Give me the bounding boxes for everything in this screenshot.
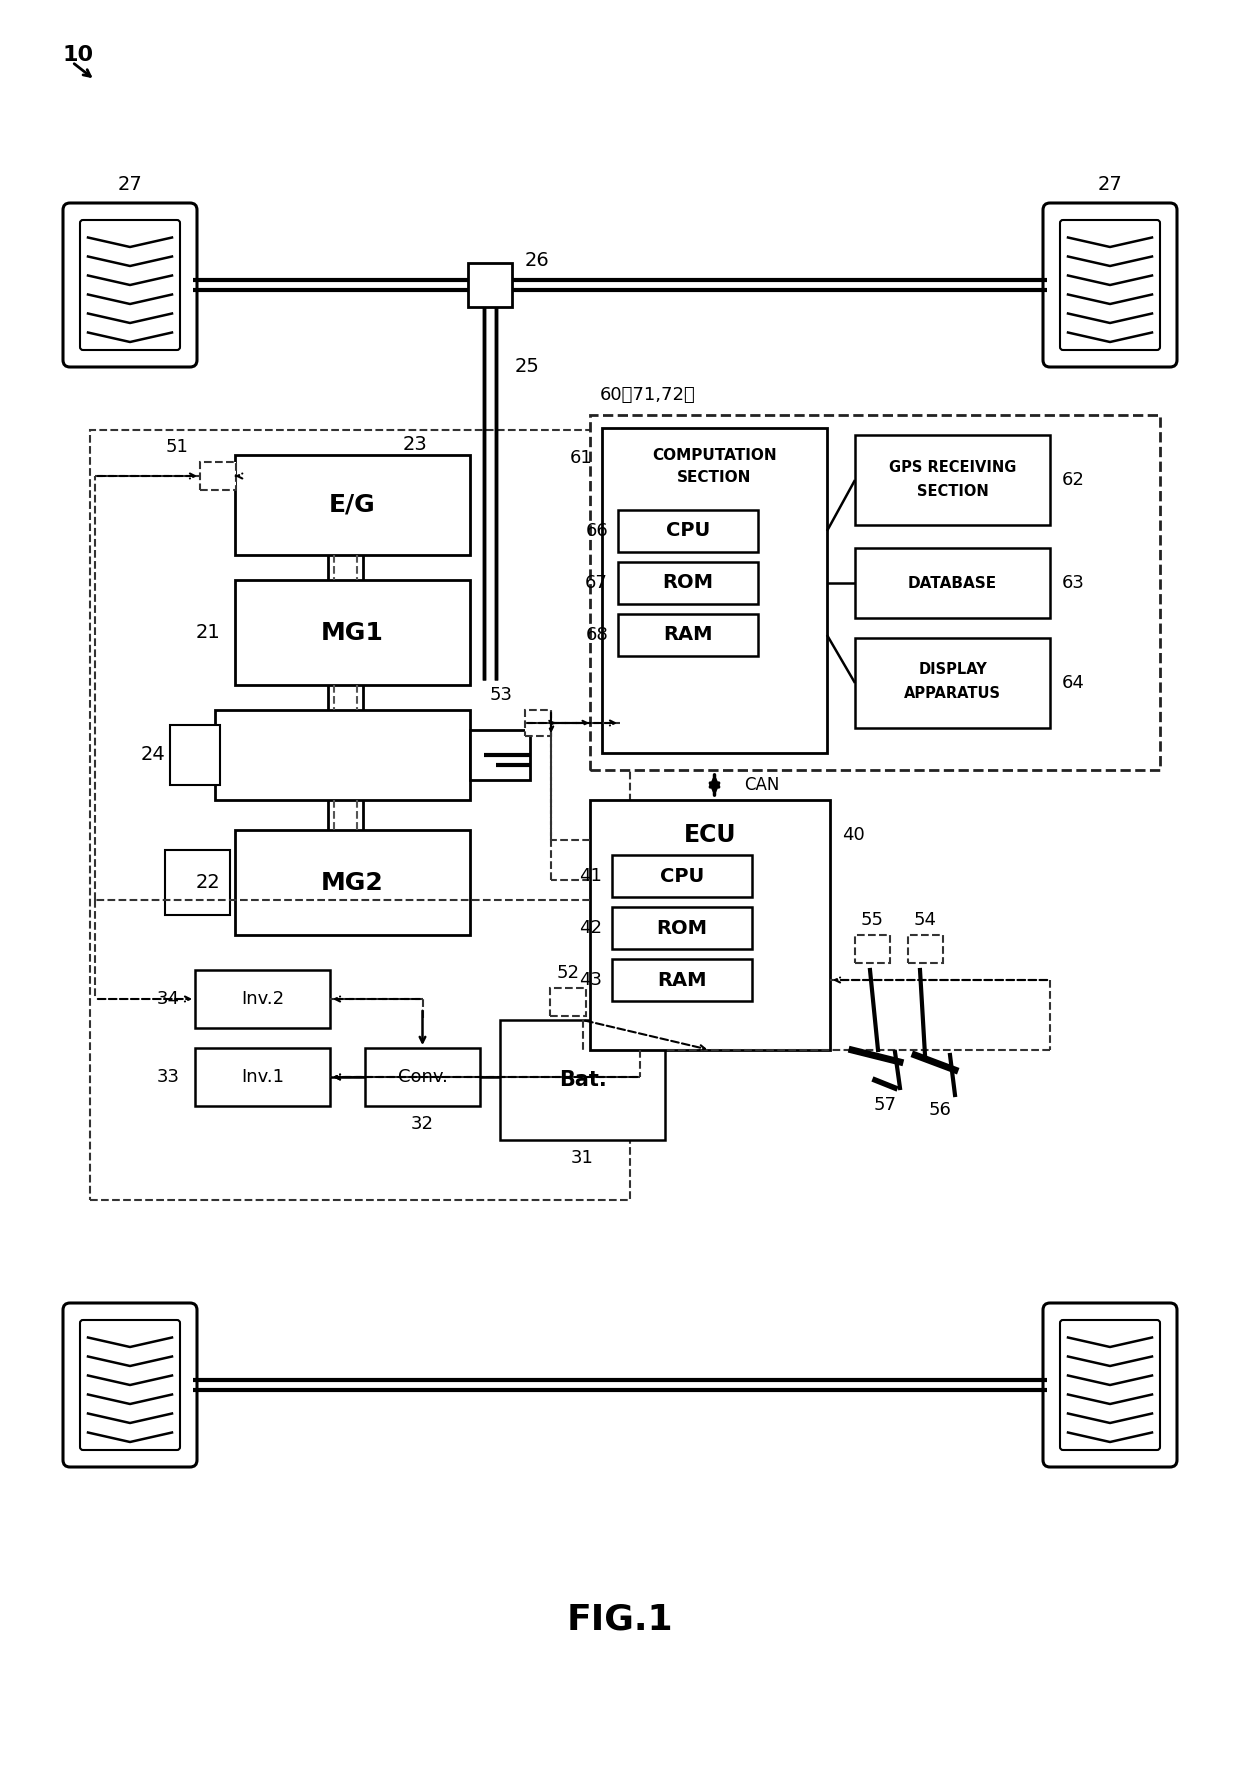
Text: Bat.: Bat. xyxy=(559,1069,606,1090)
Bar xyxy=(601,427,827,754)
Text: 32: 32 xyxy=(410,1115,434,1133)
Bar xyxy=(908,934,942,963)
Bar xyxy=(856,934,890,963)
Text: Inv.2: Inv.2 xyxy=(241,989,284,1009)
Text: ROM: ROM xyxy=(662,573,713,592)
Text: 10: 10 xyxy=(62,44,93,66)
Bar xyxy=(165,849,229,915)
Text: MG2: MG2 xyxy=(321,871,384,895)
Text: 34: 34 xyxy=(157,989,180,1009)
Text: 42: 42 xyxy=(579,918,601,936)
Bar xyxy=(590,415,1159,769)
Bar xyxy=(200,463,236,489)
Text: 22: 22 xyxy=(195,872,219,892)
Bar xyxy=(91,431,630,1200)
Bar xyxy=(613,855,751,897)
Text: 61: 61 xyxy=(569,449,591,466)
Bar xyxy=(195,970,330,1028)
Bar xyxy=(467,262,512,307)
Text: SECTION: SECTION xyxy=(916,484,988,498)
Text: Inv.1: Inv.1 xyxy=(241,1067,284,1087)
Text: 62: 62 xyxy=(1061,472,1085,489)
Text: 26: 26 xyxy=(525,250,549,269)
Text: 51: 51 xyxy=(165,438,188,456)
Text: SECTION: SECTION xyxy=(677,470,751,486)
Bar xyxy=(170,725,219,785)
FancyBboxPatch shape xyxy=(81,1321,180,1450)
Bar xyxy=(365,1048,480,1106)
Text: FIG.1: FIG.1 xyxy=(567,1603,673,1636)
Text: 63: 63 xyxy=(1061,574,1085,592)
Bar xyxy=(195,1048,330,1106)
Text: 21: 21 xyxy=(195,622,219,642)
Bar xyxy=(613,908,751,949)
Text: CAN: CAN xyxy=(744,777,780,794)
Text: 25: 25 xyxy=(515,358,539,376)
Text: 66: 66 xyxy=(585,521,608,541)
FancyBboxPatch shape xyxy=(81,220,180,349)
Bar xyxy=(236,456,470,555)
Text: COMPUTATION: COMPUTATION xyxy=(652,449,776,463)
FancyBboxPatch shape xyxy=(1060,220,1159,349)
Text: 27: 27 xyxy=(1097,176,1122,195)
Text: MG1: MG1 xyxy=(321,621,384,645)
Text: 40: 40 xyxy=(842,826,864,844)
FancyBboxPatch shape xyxy=(63,202,197,367)
Bar xyxy=(236,580,470,684)
FancyBboxPatch shape xyxy=(1043,202,1177,367)
Text: 55: 55 xyxy=(861,911,884,929)
Text: 33: 33 xyxy=(157,1067,180,1087)
Bar xyxy=(618,613,758,656)
Text: 54: 54 xyxy=(914,911,936,929)
Text: E/G: E/G xyxy=(329,493,376,518)
Text: 53: 53 xyxy=(490,686,513,704)
Text: ECU: ECU xyxy=(683,823,737,847)
Text: Conv.: Conv. xyxy=(398,1067,448,1087)
Text: 27: 27 xyxy=(118,176,143,195)
FancyBboxPatch shape xyxy=(1060,1321,1159,1450)
Text: APPARATUS: APPARATUS xyxy=(904,686,1001,702)
FancyBboxPatch shape xyxy=(63,1303,197,1466)
Text: DATABASE: DATABASE xyxy=(908,576,997,590)
Text: DISPLAY: DISPLAY xyxy=(918,663,987,677)
FancyBboxPatch shape xyxy=(1043,1303,1177,1466)
Bar xyxy=(500,1019,665,1140)
Text: 31: 31 xyxy=(572,1149,594,1167)
Bar xyxy=(525,709,551,736)
Bar xyxy=(618,562,758,605)
Text: CPU: CPU xyxy=(660,867,704,885)
Bar xyxy=(590,800,830,1050)
Bar xyxy=(236,830,470,934)
Text: 52: 52 xyxy=(557,965,579,982)
Text: GPS RECEIVING: GPS RECEIVING xyxy=(889,459,1017,475)
Text: 68: 68 xyxy=(585,626,608,644)
Bar xyxy=(856,548,1050,619)
Text: 41: 41 xyxy=(579,867,601,885)
Bar xyxy=(856,434,1050,525)
Bar xyxy=(470,730,529,780)
Bar xyxy=(551,988,587,1016)
Text: 57: 57 xyxy=(873,1096,897,1113)
Bar xyxy=(215,709,470,800)
Text: ROM: ROM xyxy=(656,918,708,938)
Text: RAM: RAM xyxy=(663,626,713,645)
Text: 56: 56 xyxy=(929,1101,951,1119)
Text: CPU: CPU xyxy=(666,521,711,541)
Bar xyxy=(856,638,1050,729)
Text: 43: 43 xyxy=(579,972,601,989)
Text: 23: 23 xyxy=(403,436,428,454)
Text: 64: 64 xyxy=(1061,674,1085,691)
Bar xyxy=(613,959,751,1002)
Text: RAM: RAM xyxy=(657,970,707,989)
Text: 67: 67 xyxy=(585,574,608,592)
Text: 24: 24 xyxy=(140,745,165,764)
Text: 60（71,72）: 60（71,72） xyxy=(600,387,696,404)
Bar xyxy=(618,511,758,551)
